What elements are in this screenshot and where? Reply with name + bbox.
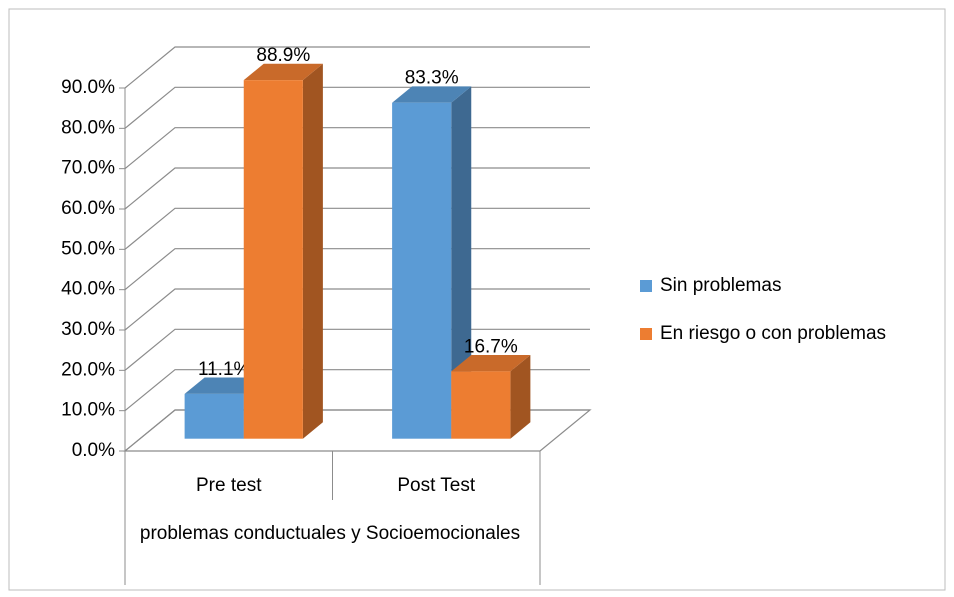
bar-top: [243, 63, 323, 81]
value-label: 11.1%: [198, 359, 251, 380]
legend-swatch: [640, 280, 652, 292]
legend-label: Sin problemas: [660, 275, 781, 296]
value-label: 83.3%: [405, 68, 459, 89]
y-tick-label: 40.0%: [61, 279, 115, 300]
x-tick-label: Pre test: [196, 475, 262, 496]
grid-line: [124, 46, 590, 89]
y-tick-label: 90.0%: [61, 77, 115, 98]
x-tick-label: Post Test: [397, 475, 476, 496]
bar: [184, 393, 244, 439]
bar-side: [451, 86, 472, 439]
legend-label: En riesgo o con problemas: [660, 323, 886, 344]
y-tick-label: 30.0%: [61, 319, 115, 340]
bar: [392, 102, 452, 439]
value-label: 16.7%: [464, 336, 518, 357]
y-tick-label: 60.0%: [61, 198, 115, 219]
y-tick-label: 50.0%: [61, 238, 115, 259]
bar-side: [302, 63, 323, 439]
group-label: problemas conductuales y Socioemocionale…: [139, 523, 521, 544]
bar: [451, 371, 511, 439]
value-label: 88.9%: [256, 45, 310, 66]
chart-border: [8, 8, 946, 591]
y-tick-label: 80.0%: [61, 117, 115, 138]
bar-top: [451, 354, 531, 372]
legend-swatch: [640, 328, 652, 340]
y-tick-label: 20.0%: [61, 359, 115, 380]
y-tick-label: 0.0%: [72, 440, 115, 461]
bar: [243, 80, 303, 439]
y-tick-label: 70.0%: [61, 158, 115, 179]
bar-top: [392, 86, 472, 103]
y-tick-label: 10.0%: [61, 400, 115, 421]
bar-side: [510, 354, 531, 439]
